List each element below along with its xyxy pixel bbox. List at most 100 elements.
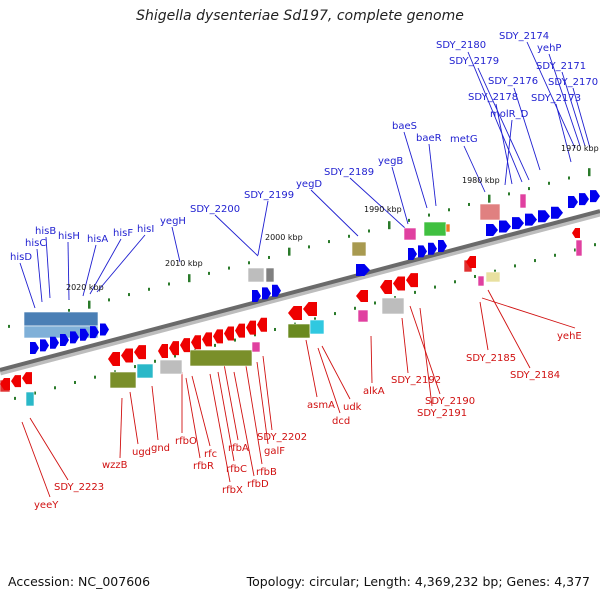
gene-arrow-reverse — [121, 348, 133, 363]
gene-label-SDY_2185[interactable]: SDY_2185 — [466, 353, 516, 364]
gene-label-yehP[interactable]: yehP — [537, 43, 561, 54]
leader-line — [119, 397, 123, 459]
scale-tick — [414, 290, 416, 294]
gene-label-SDY_2223[interactable]: SDY_2223 — [54, 482, 104, 493]
gene-arrow-reverse — [169, 341, 179, 356]
gene-label-hisC[interactable]: hisC — [25, 238, 46, 249]
gene-label-molR_D[interactable]: molR_D — [490, 109, 529, 120]
gene-label-metG[interactable]: metG — [450, 134, 478, 145]
scale-tick — [554, 253, 556, 257]
gene-label-SDY_2170[interactable]: SDY_2170 — [548, 77, 598, 88]
leader-line — [262, 355, 273, 431]
gene-label-rfc[interactable]: rfc — [204, 449, 217, 460]
gene-label-rfbX[interactable]: rfbX — [222, 485, 243, 496]
gene-label-SDY_2192[interactable]: SDY_2192 — [391, 375, 441, 386]
gene-label-yegD[interactable]: yegD — [296, 179, 322, 190]
scale-tick — [394, 296, 396, 300]
gene-arrow-forward — [538, 210, 550, 223]
gene-label-SDY_2174[interactable]: SDY_2174 — [499, 31, 549, 42]
gene-arrow-reverse — [406, 273, 418, 288]
scale-tick — [468, 202, 470, 206]
gene-label-SDY_2189[interactable]: SDY_2189 — [324, 167, 374, 178]
feature-box — [251, 341, 261, 353]
gene-arrow-forward — [100, 323, 109, 336]
gene-label-SDY_2180[interactable]: SDY_2180 — [436, 40, 486, 51]
gene-label-rfbD[interactable]: rfbD — [247, 479, 269, 490]
gene-arrow-reverse — [180, 338, 190, 353]
scale-tick — [408, 218, 410, 222]
accession-text: Accession: NC_007606 — [8, 574, 151, 589]
leader-line — [233, 371, 255, 477]
gene-label-SDY_2199[interactable]: SDY_2199 — [244, 190, 294, 201]
gene-label-hisA[interactable]: hisA — [87, 234, 108, 245]
scale-tick — [548, 181, 550, 185]
gene-label-yegH[interactable]: yegH — [160, 216, 186, 227]
gene-label-yegB[interactable]: yegB — [378, 156, 403, 167]
gene-label-rfbC[interactable]: rfbC — [226, 464, 247, 475]
gene-label-SDY_2178[interactable]: SDY_2178 — [468, 92, 518, 103]
gene-label-gnd[interactable]: gnd — [151, 443, 170, 454]
gene-label-hisD[interactable]: hisD — [10, 252, 32, 263]
feature-box — [381, 297, 405, 315]
gene-label-baeS[interactable]: baeS — [392, 121, 417, 132]
scale-tick — [574, 248, 576, 252]
upper-leader-lines — [19, 41, 591, 309]
gene-label-alkA[interactable]: alkA — [363, 386, 385, 397]
scale-tick — [74, 380, 76, 384]
gene-arrow-forward — [70, 331, 79, 344]
leader-line — [526, 41, 576, 149]
gene-label-hisB[interactable]: hisB — [35, 226, 56, 237]
gene-arrow-reverse — [303, 302, 317, 317]
gene-label-SDY_2200[interactable]: SDY_2200 — [190, 204, 240, 215]
gene-arrow-forward — [512, 217, 524, 230]
gene-label-hisH[interactable]: hisH — [58, 231, 80, 242]
scale-tick — [214, 343, 216, 347]
gene-label-SDY_2190[interactable]: SDY_2190 — [425, 396, 475, 407]
gene-label-rfbB[interactable]: rfbB — [256, 467, 277, 478]
gene-label-wzzB[interactable]: wzzB — [102, 460, 128, 471]
feature-box — [485, 271, 501, 283]
scale-tick — [334, 312, 336, 316]
gene-label-baeR[interactable]: baeR — [416, 133, 442, 144]
gene-label-SDY_2184[interactable]: SDY_2184 — [510, 370, 560, 381]
gene-arrow-reverse — [235, 323, 245, 338]
gene-arrow-reverse — [257, 317, 267, 332]
gene-label-hisI[interactable]: hisI — [137, 224, 154, 235]
gene-arrow-forward — [40, 339, 49, 352]
leader-line — [82, 244, 97, 297]
scale-tick — [434, 285, 436, 289]
gene-label-udk[interactable]: udk — [343, 402, 362, 413]
leader-line — [487, 289, 531, 369]
lower-gene-labels: yehE SDY_2185 SDY_2184 alkA SDY_2192 SDY… — [34, 331, 582, 511]
gene-label-asmA[interactable]: asmA — [307, 400, 335, 411]
gene-label-SDY_2171[interactable]: SDY_2171 — [536, 61, 586, 72]
gene-label-SDY_2173[interactable]: SDY_2173 — [531, 93, 581, 104]
gene-label-yeeY[interactable]: yeeY — [34, 500, 59, 511]
gene-label-ugd[interactable]: ugd — [132, 447, 151, 458]
gene-arrow-reverse — [158, 344, 168, 358]
leader-line — [36, 248, 43, 303]
gene-label-dcd[interactable]: dcd — [332, 416, 350, 427]
gene-label-rfbO[interactable]: rfbO — [175, 436, 197, 447]
scale-tick — [368, 229, 370, 233]
scale-tick — [594, 243, 596, 247]
gene-label-galF[interactable]: galF — [264, 446, 285, 457]
gene-arrow-forward — [408, 248, 417, 260]
gene-label-rfbR[interactable]: rfbR — [193, 461, 214, 472]
scale-tick — [54, 386, 56, 390]
feature-box — [357, 309, 369, 323]
gene-label-SDY_2191[interactable]: SDY_2191 — [417, 408, 467, 419]
gene-label-rfbA[interactable]: rfbA — [228, 443, 249, 454]
gene-label-yehE[interactable]: yehE — [557, 331, 582, 342]
gene-label-SDY_2176[interactable]: SDY_2176 — [488, 76, 538, 87]
gene-label-hisF[interactable]: hisF — [113, 228, 133, 239]
leader-line — [245, 365, 263, 465]
gene-arrow-reverse — [191, 335, 201, 350]
gene-label-SDY_2179[interactable]: SDY_2179 — [449, 56, 499, 67]
scale-tick — [108, 298, 110, 302]
scale-tick — [568, 176, 570, 180]
scale-tick — [274, 327, 276, 331]
gene-label-SDY_2202[interactable]: SDY_2202 — [257, 432, 307, 443]
gene-arrow-forward — [90, 326, 99, 339]
leader-line — [477, 67, 530, 181]
